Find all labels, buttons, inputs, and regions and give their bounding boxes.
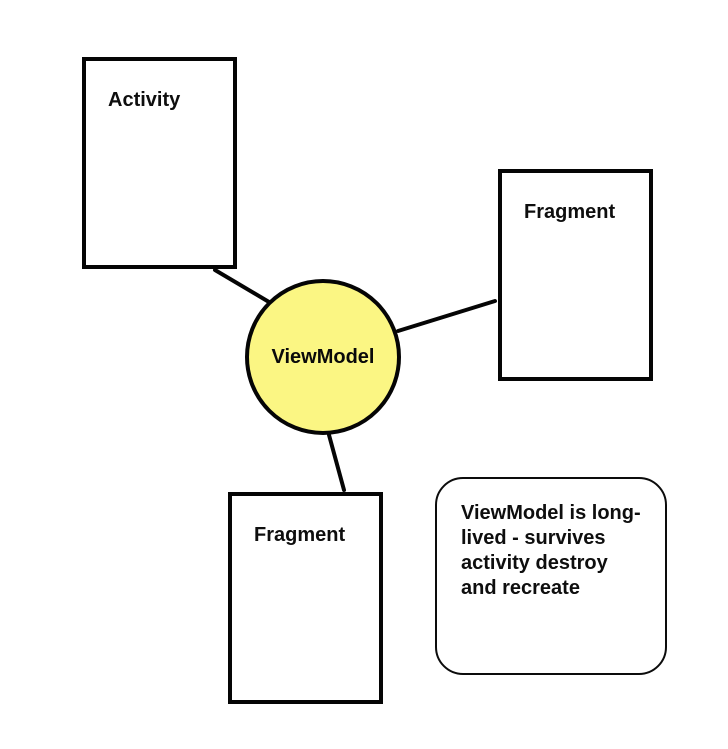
edge-viewmodel-activity: [215, 270, 269, 302]
diagram-canvas: Activity Fragment Fragment ViewModel Vie…: [0, 0, 728, 749]
node-viewmodel: ViewModel: [245, 279, 401, 435]
node-fragment-bottom: Fragment: [228, 492, 383, 704]
node-fragment-right: Fragment: [498, 169, 653, 381]
edge-viewmodel-fragment-right: [398, 301, 495, 331]
note-text: ViewModel is long-lived - survives activ…: [461, 502, 641, 599]
node-fragment-right-label: Fragment: [502, 173, 615, 224]
node-activity-label: Activity: [86, 61, 180, 112]
node-viewmodel-label: ViewModel: [272, 346, 375, 369]
node-activity: Activity: [82, 57, 237, 269]
note-box: ViewModel is long-lived - survives activ…: [435, 477, 667, 675]
edge-viewmodel-fragment-bottom: [329, 435, 344, 490]
node-fragment-bottom-label: Fragment: [232, 496, 345, 547]
